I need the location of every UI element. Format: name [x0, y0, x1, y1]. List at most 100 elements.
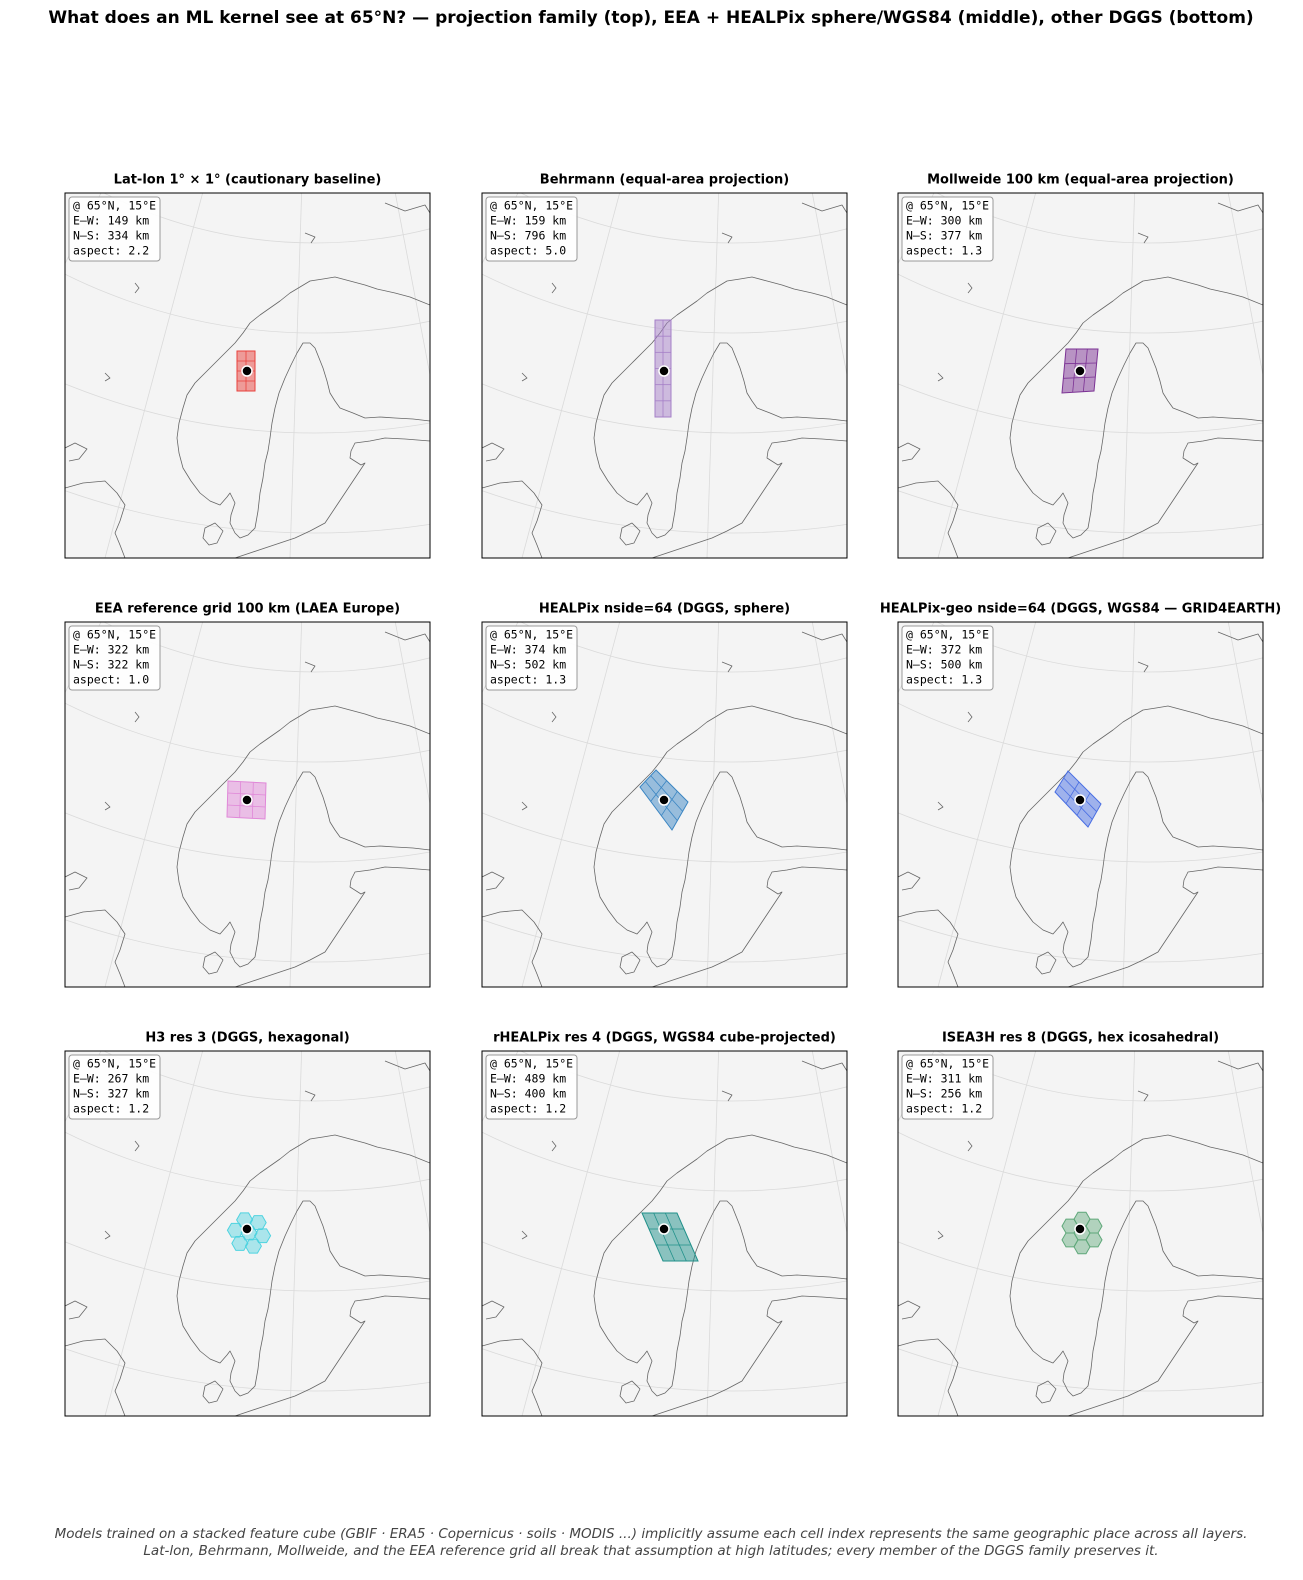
info-box: [901, 196, 994, 262]
map-panel: @ 65°N, 15°EE–W: 300 kmN–S: 377 kmaspect…: [897, 192, 1264, 559]
info-line: aspect: 2.2: [73, 244, 149, 258]
info-line: @ 65°N, 15°E: [490, 628, 573, 642]
map-content: [482, 193, 847, 558]
location-point: [1074, 365, 1086, 377]
cell-edge: [251, 782, 254, 819]
cell-edge: [239, 781, 242, 818]
info-line: aspect: 5.0: [490, 244, 566, 258]
info-line: aspect: 1.2: [490, 1102, 566, 1116]
info-line: aspect: 1.2: [73, 1102, 149, 1116]
info-line: aspect: 1.2: [906, 1102, 982, 1116]
panel-title: rHEALPix res 4 (DGGS, WGS84 cube-project…: [493, 1031, 836, 1046]
panel-title: EEA reference grid 100 km (LAEA Europe): [95, 602, 400, 617]
figure-title: What does an ML kernel see at 65°N? — pr…: [48, 8, 1253, 28]
info-line: N–S: 377 km: [906, 229, 982, 243]
info-box: [485, 625, 578, 691]
map-content: [482, 1051, 847, 1416]
info-line: aspect: 1.3: [490, 673, 566, 687]
location-point: [241, 1223, 253, 1235]
map-content: [65, 1051, 430, 1416]
map-content: [65, 193, 430, 558]
info-line: @ 65°N, 15°E: [906, 1057, 989, 1071]
cell-edge: [1063, 376, 1096, 379]
panel-title: Lat-lon 1° × 1° (cautionary baseline): [114, 173, 382, 188]
panel-border: [64, 621, 431, 988]
location-point: [658, 794, 670, 806]
cell-edge: [653, 1212, 676, 1262]
cell-edge: [1064, 362, 1097, 365]
map-content: [898, 193, 1263, 558]
panel-border: [64, 1050, 431, 1417]
panel-border: [481, 192, 848, 559]
info-box: [68, 625, 161, 691]
panel-border: [481, 1050, 848, 1417]
info-line: E–W: 372 km: [906, 643, 982, 657]
panel-border: [897, 621, 1264, 988]
info-box: [901, 1054, 994, 1120]
info-line: @ 65°N, 15°E: [906, 628, 989, 642]
info-box: [485, 1054, 578, 1120]
info-line: N–S: 256 km: [906, 1087, 982, 1101]
location-point: [658, 1223, 670, 1235]
map-content: [482, 622, 847, 987]
grid-cell: [231, 1235, 249, 1251]
cell-edge: [650, 780, 667, 802]
grid-cell: [1061, 1232, 1079, 1248]
panel-border: [481, 621, 848, 988]
info-line: E–W: 311 km: [906, 1072, 982, 1086]
panel-title: H3 res 3 (DGGS, hexagonal): [145, 1031, 349, 1046]
location-point: [658, 365, 670, 377]
info-line: aspect: 1.3: [906, 673, 982, 687]
info-box: [68, 1054, 161, 1120]
cell-edge: [664, 1212, 687, 1262]
footer-line: Lat-lon, Behrmann, Mollweide, and the EE…: [143, 1543, 1158, 1559]
panel-border: [64, 192, 431, 559]
info-line: @ 65°N, 15°E: [73, 628, 156, 642]
info-line: E–W: 300 km: [906, 214, 982, 228]
info-line: E–W: 322 km: [73, 643, 149, 657]
panel-title: Behrmann (equal-area projection): [540, 173, 789, 188]
cell-edge: [650, 775, 683, 812]
location-point: [1074, 1223, 1086, 1235]
panel-title: ISEA3H res 8 (DGGS, hex icosahedral): [942, 1031, 1219, 1046]
info-line: N–S: 502 km: [490, 658, 566, 672]
map-panel: @ 65°N, 15°EE–W: 322 kmN–S: 322 kmaspect…: [64, 621, 431, 988]
panel-border: [897, 1050, 1264, 1417]
info-line: N–S: 796 km: [490, 229, 566, 243]
grid-cell: [249, 1215, 267, 1231]
info-line: aspect: 1.0: [73, 673, 149, 687]
map-content: [65, 622, 430, 987]
info-box: [68, 196, 161, 262]
info-line: N–S: 322 km: [73, 658, 149, 672]
map-content: [898, 1051, 1263, 1416]
cell-edge: [660, 791, 678, 816]
location-point: [1074, 794, 1086, 806]
map-panel: @ 65°N, 15°EE–W: 159 kmN–S: 796 kmaspect…: [481, 192, 848, 559]
footer-line: Models trained on a stacked feature cube…: [55, 1526, 1248, 1542]
panel-border: [897, 192, 1264, 559]
info-box: [901, 625, 994, 691]
info-line: @ 65°N, 15°E: [73, 1057, 156, 1071]
panel-title: Mollweide 100 km (equal-area projection): [927, 173, 1234, 188]
location-point: [241, 794, 253, 806]
info-line: N–S: 400 km: [490, 1087, 566, 1101]
map-content: [898, 622, 1263, 987]
info-line: @ 65°N, 15°E: [490, 199, 573, 213]
info-line: N–S: 500 km: [906, 658, 982, 672]
info-line: E–W: 374 km: [490, 643, 566, 657]
info-line: @ 65°N, 15°E: [490, 1057, 573, 1071]
map-panel: @ 65°N, 15°EE–W: 149 kmN–S: 334 kmaspect…: [64, 192, 431, 559]
info-line: E–W: 149 km: [73, 214, 149, 228]
info-line: E–W: 267 km: [73, 1072, 149, 1086]
grid-cell: [1085, 1218, 1103, 1234]
cell-edge: [1065, 781, 1080, 804]
grid-cell: [226, 1222, 244, 1238]
location-point: [241, 365, 253, 377]
info-box: [485, 196, 578, 262]
info-line: N–S: 334 km: [73, 229, 149, 243]
info-line: E–W: 489 km: [490, 1072, 566, 1086]
panel-title: HEALPix nside=64 (DGGS, sphere): [539, 602, 790, 617]
info-line: @ 65°N, 15°E: [906, 199, 989, 213]
map-panel: @ 65°N, 15°EE–W: 267 kmN–S: 327 kmaspect…: [64, 1050, 431, 1417]
